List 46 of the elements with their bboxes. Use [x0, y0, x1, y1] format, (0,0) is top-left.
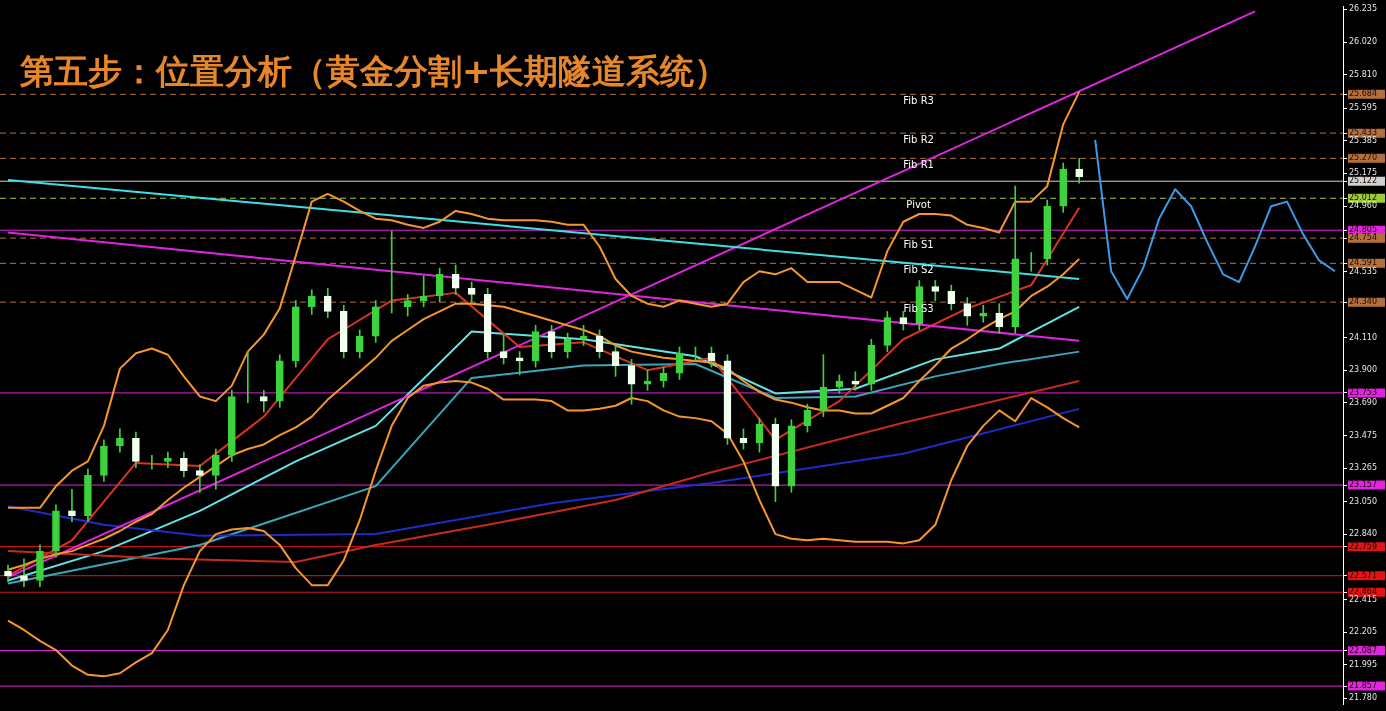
y-tick-label: 24.754: [1349, 233, 1377, 243]
y-tick-label: 24.591: [1349, 258, 1377, 268]
y-tick-label: 25.175: [1349, 168, 1377, 178]
y-tick-label: 25.270: [1349, 153, 1377, 163]
ref-line-label: Fib S2: [903, 263, 934, 275]
y-tick-label: 23.050: [1349, 496, 1377, 506]
candlestick: [68, 488, 76, 523]
y-tick-label: 25.810: [1349, 69, 1377, 79]
y-tick-label: 24.960: [1349, 201, 1377, 211]
y-tick-label: 24.110: [1349, 332, 1377, 342]
y-tick-label: 23.900: [1349, 365, 1377, 375]
candlestick: [259, 389, 268, 413]
y-tick-label: 24.340: [1349, 297, 1377, 307]
y-tick-label: 22.415: [1349, 594, 1377, 604]
y-tick-label: 23.690: [1349, 397, 1377, 407]
ref-line-label: Fib R3: [903, 94, 934, 106]
y-tick-label: 21.857: [1349, 681, 1377, 691]
y-tick-label: 25.012: [1349, 193, 1377, 203]
y-tick-label: 26.235: [1349, 4, 1377, 14]
y-tick-label: 23.753: [1349, 388, 1377, 397]
ref-line-label: Pivot: [906, 198, 931, 210]
candlestick: [20, 558, 28, 588]
y-tick-label: 25.385: [1349, 135, 1377, 145]
y-tick-label: 21.780: [1349, 693, 1377, 703]
ref-line-label: Fib S1: [903, 238, 934, 250]
y-tick-label: 22.205: [1349, 627, 1377, 637]
y-tick-label: 22.087: [1349, 645, 1377, 655]
y-tick-label: 23.157: [1349, 480, 1377, 490]
y-tick-label: 22.759: [1349, 541, 1377, 551]
y-tick-label: 23.475: [1349, 430, 1377, 440]
y-tick-label: 21.995: [1349, 659, 1377, 669]
y-tick-label: 23.265: [1349, 463, 1377, 473]
ref-line-label: Fib R2: [903, 133, 934, 145]
y-tick-label: 24.805: [1349, 225, 1377, 235]
y-tick-label: 24.535: [1349, 267, 1377, 277]
y-tick-label: 25.122: [1349, 176, 1377, 186]
text: 第五步：位置分析（黄金分割+长期隧道系统）: [19, 50, 729, 91]
y-tick-label: 26.020: [1349, 37, 1377, 47]
y-tick-label: 22.464: [1349, 587, 1377, 597]
candlestick: [419, 275, 428, 308]
candlestick: [196, 464, 204, 493]
y-tick-label: 25.595: [1349, 103, 1377, 113]
y-tick-label: 22.840: [1349, 529, 1377, 539]
y-tick-label: 25.433: [1349, 128, 1377, 138]
y-tick-label: 25.684: [1349, 89, 1377, 99]
y-tick-label: 22.571: [1349, 570, 1377, 580]
